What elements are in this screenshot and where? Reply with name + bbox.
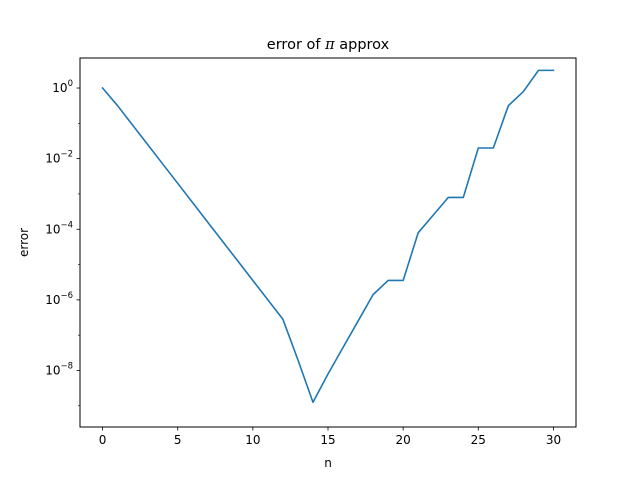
series-line xyxy=(101,69,555,404)
chart-title-after: approx xyxy=(335,37,390,53)
y-axis-label: error xyxy=(17,228,31,257)
y-tick-exponent: −2 xyxy=(60,150,73,160)
chart-title: error of π approx xyxy=(267,37,390,53)
series-layer xyxy=(101,69,555,404)
x-tick-label: 30 xyxy=(546,433,561,447)
y-tick-label: 10−2 xyxy=(45,150,73,166)
y-tick-exponent: −4 xyxy=(60,220,73,230)
y-tick-label: 100 xyxy=(52,79,73,95)
chart-title-before: error of xyxy=(267,37,325,53)
x-axis-label: n xyxy=(324,456,332,470)
chart-title-symbol: π xyxy=(324,37,335,53)
x-tick-label: 0 xyxy=(99,433,107,447)
x-tick-label: 20 xyxy=(396,433,411,447)
y-tick-exponent: 0 xyxy=(68,79,73,89)
y-tick-base: 10 xyxy=(45,364,60,378)
y-tick-base: 10 xyxy=(45,293,60,307)
x-tick-label: 15 xyxy=(320,433,335,447)
y-tick-exponent: −8 xyxy=(60,362,73,372)
x-tick-label: 5 xyxy=(174,433,182,447)
y-tick-base: 10 xyxy=(45,152,60,166)
y-tick-label: 10−6 xyxy=(45,291,73,307)
plot-area xyxy=(80,58,576,427)
plot-frame xyxy=(79,57,577,428)
y-tick-exponent: −6 xyxy=(60,291,73,301)
y-tick-base: 10 xyxy=(52,81,67,95)
x-tick-label: 10 xyxy=(245,433,260,447)
y-tick-label: 10−4 xyxy=(45,220,73,236)
y-tick-label: 10−8 xyxy=(45,362,73,378)
x-axis-ticks: 0 5 10 15 20 25 30 xyxy=(99,427,561,447)
x-tick-label: 25 xyxy=(471,433,486,447)
y-tick-base: 10 xyxy=(45,222,60,236)
